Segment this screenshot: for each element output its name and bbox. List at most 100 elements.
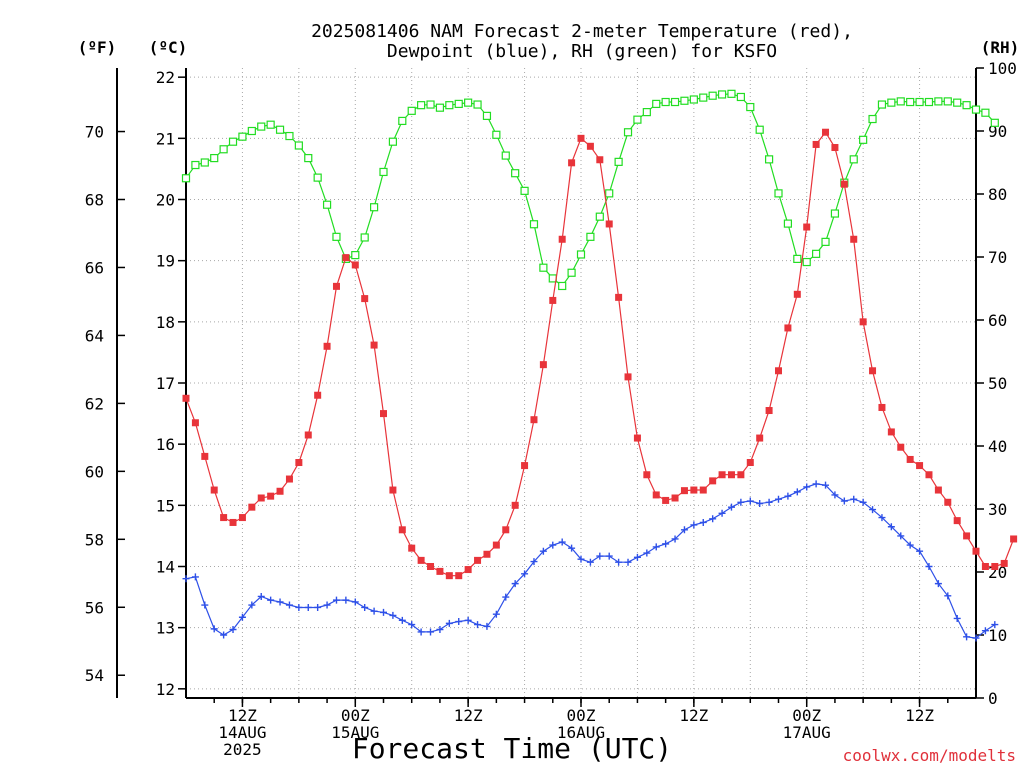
- data-point-marker: [850, 235, 858, 243]
- data-point-marker: [295, 603, 303, 611]
- data-point-marker: [417, 628, 425, 636]
- data-point-marker: [662, 496, 670, 504]
- series-layer: [181, 89, 1018, 642]
- celsius-tick-label: 12: [156, 680, 175, 699]
- data-point-marker: [699, 93, 708, 102]
- data-point-marker: [295, 459, 303, 467]
- data-point-marker: [963, 633, 971, 641]
- data-point-marker: [746, 102, 755, 112]
- data-point-marker: [831, 491, 839, 499]
- rh-tick-label: 0: [988, 689, 998, 708]
- chart-title-line-1: 2025081406 NAM Forecast 2-meter Temperat…: [311, 21, 853, 42]
- data-point-marker: [238, 613, 246, 621]
- series-line: [185, 131, 1015, 577]
- data-point-marker: [850, 495, 858, 503]
- data-point-marker: [529, 220, 539, 229]
- data-point-marker: [539, 547, 547, 555]
- data-point-marker: [840, 497, 848, 505]
- data-point-marker: [389, 611, 397, 619]
- data-point-marker: [784, 324, 792, 332]
- data-point-marker: [521, 570, 529, 578]
- data-point-marker: [530, 558, 538, 566]
- data-point-marker: [314, 391, 322, 399]
- data-point-marker: [201, 601, 209, 609]
- data-point-marker: [201, 452, 209, 460]
- data-point-marker: [501, 151, 510, 160]
- data-point-marker: [906, 541, 914, 549]
- data-point-marker: [398, 116, 407, 126]
- data-point-marker: [417, 556, 425, 564]
- data-point-marker: [831, 144, 839, 152]
- data-point-marker: [897, 443, 905, 451]
- data-point-marker: [869, 506, 877, 514]
- data-point-marker: [812, 140, 820, 148]
- x-axis-label: Forecast Time (UTC): [352, 732, 672, 765]
- data-point-marker: [925, 562, 933, 570]
- data-point-marker: [924, 97, 934, 107]
- data-point-marker: [596, 552, 604, 560]
- time-tick-label: 2025: [223, 740, 262, 759]
- celsius-tick-label: 21: [156, 129, 175, 148]
- data-point-marker: [238, 132, 247, 141]
- data-point-marker: [464, 98, 473, 107]
- data-point-marker: [840, 180, 848, 188]
- celsius-tick-label: 13: [156, 619, 175, 638]
- data-point-marker: [568, 544, 576, 552]
- data-point-marker: [718, 471, 726, 479]
- data-point-marker: [737, 498, 745, 506]
- data-point-marker: [925, 471, 933, 479]
- data-point-marker: [275, 125, 285, 134]
- data-point-marker: [210, 625, 218, 633]
- data-point-marker: [539, 361, 547, 369]
- data-point-marker: [934, 97, 943, 106]
- data-point-marker: [737, 471, 745, 479]
- celsius-tick-label: 18: [156, 313, 175, 332]
- data-point-marker: [304, 431, 312, 439]
- time-tick-label: 00Z: [567, 706, 596, 725]
- time-tick-label: 12Z: [454, 706, 483, 725]
- data-point-marker: [586, 232, 595, 241]
- data-point-marker: [652, 543, 660, 551]
- data-point-marker: [445, 101, 454, 110]
- data-point-marker: [388, 137, 398, 146]
- data-point-marker: [379, 167, 388, 177]
- data-point-marker: [558, 281, 567, 291]
- data-point-marker: [633, 434, 641, 442]
- data-point-marker: [332, 596, 340, 604]
- fahrenheit-tick-label: 60: [85, 462, 104, 481]
- data-point-marker: [934, 580, 942, 588]
- rh-tick-label: 40: [988, 437, 1007, 456]
- data-point-marker: [257, 494, 265, 502]
- data-point-marker: [596, 156, 604, 164]
- data-point-marker: [859, 135, 868, 144]
- data-point-marker: [981, 627, 989, 635]
- data-point-marker: [455, 618, 463, 626]
- rh-tick-label: 30: [988, 500, 1007, 519]
- data-point-marker: [661, 97, 670, 107]
- data-point-marker: [877, 100, 887, 109]
- data-point-marker: [323, 342, 331, 350]
- data-point-marker: [690, 486, 698, 494]
- data-point-marker: [624, 373, 632, 381]
- data-point-marker: [633, 115, 642, 124]
- data-point-marker: [972, 634, 980, 642]
- data-point-marker: [934, 486, 942, 494]
- data-point-marker: [849, 155, 858, 164]
- data-point-marker: [181, 174, 191, 183]
- data-point-marker: [595, 212, 604, 221]
- data-point-marker: [549, 296, 557, 304]
- data-point-marker: [615, 558, 623, 566]
- data-point-marker: [803, 483, 811, 491]
- data-point-marker: [191, 160, 200, 170]
- data-point-marker: [643, 549, 651, 557]
- data-point-marker: [605, 220, 613, 228]
- data-point-marker: [718, 509, 726, 517]
- data-point-marker: [775, 367, 782, 375]
- data-point-marker: [963, 532, 971, 540]
- data-point-marker: [812, 249, 821, 258]
- data-point-marker: [539, 263, 548, 272]
- data-point-marker: [219, 145, 228, 154]
- data-point-marker: [878, 403, 886, 411]
- data-point-marker: [502, 593, 510, 601]
